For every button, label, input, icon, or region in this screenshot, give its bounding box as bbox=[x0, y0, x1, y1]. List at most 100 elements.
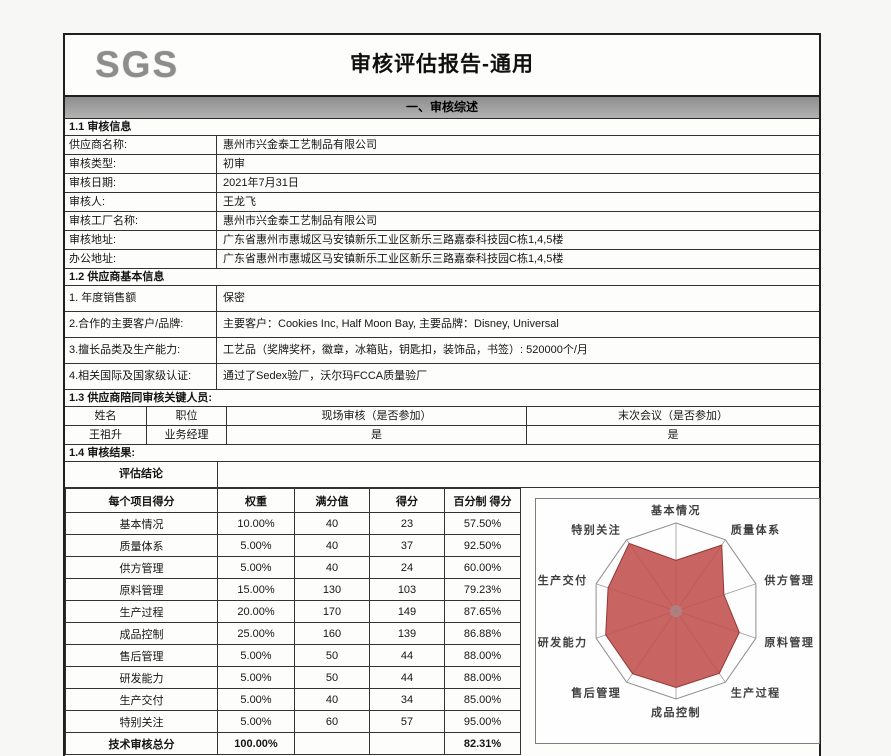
score-table: 每个项目得分 权重 满分值 得分 百分制 得分 基本情况 10.00% 40 23 57.50% 质… bbox=[65, 488, 521, 755]
heading-key-persons: 1.3 供应商陪同审核关键人员: bbox=[65, 390, 819, 407]
score-row-cell: 60 bbox=[294, 710, 370, 733]
supplier-info-row-value: 主要客户：Cookies Inc, Half Moon Bay, 主要品牌：Di… bbox=[223, 318, 559, 330]
score-row-cell: 88.00% bbox=[444, 644, 521, 667]
score-header-row-cell: 得分 bbox=[369, 488, 445, 513]
audit-info-row-value: 2021年7月31日 bbox=[223, 177, 299, 189]
radar-axis-label: 成品控制 bbox=[651, 705, 701, 719]
score-row-cell: 50 bbox=[294, 644, 370, 667]
key-persons-col-header: 现场审核（是否参加） bbox=[227, 407, 527, 425]
score-row-cell: 57 bbox=[369, 710, 445, 733]
score-row-cell: 103 bbox=[369, 578, 445, 601]
radar-axis-label: 供方管理 bbox=[763, 573, 814, 587]
score-row-cell: 5.00% bbox=[217, 556, 295, 579]
supplier-info-row-label: 3.擅长品类及生产能力: bbox=[65, 338, 217, 363]
score-row-cell: 95.00% bbox=[444, 710, 521, 733]
score-row: 特别关注 5.00% 60 57 95.00% bbox=[65, 710, 521, 733]
audit-info-row-label: 审核日期: bbox=[65, 174, 217, 192]
heading-audit-result: 1.4 审核结果: bbox=[65, 445, 819, 462]
audit-info-table: 供应商名称: 惠州市兴金泰工艺制品有限公司 审核类型: 初审 审核日期: 2021年7月3… bbox=[65, 136, 819, 269]
score-row: 成品控制 25.00% 160 139 86.88% bbox=[65, 622, 521, 645]
key-persons-cell: 王祖升 bbox=[65, 426, 147, 444]
supplier-info-table: 1. 年度销售额 保密 2.合作的主要客户/品牌: 主要客户：Cookies Inc,… bbox=[65, 286, 819, 390]
audit-info-row: 审核地址: 广东省惠州市惠城区马安镇新乐工业区新乐三路嘉泰科技园C栋1,4,5楼 bbox=[65, 231, 819, 250]
score-row-cell: 139 bbox=[369, 622, 445, 645]
score-row-cell: 供方管理 bbox=[65, 556, 218, 579]
key-persons-row: 王祖升 业务经理是是 bbox=[65, 426, 819, 445]
radar-axis-label: 基本情况 bbox=[650, 503, 701, 517]
score-row-cell: 44 bbox=[369, 644, 445, 667]
score-header-row-cell: 权重 bbox=[217, 488, 295, 513]
score-row-cell: 86.88% bbox=[444, 622, 521, 645]
score-row-cell: 85.00% bbox=[444, 688, 521, 711]
score-total-row-cell bbox=[294, 732, 370, 755]
score-total-row-cell: 技术审核总分 bbox=[65, 732, 218, 755]
score-row-cell: 160 bbox=[294, 622, 370, 645]
score-row-cell: 生产交付 bbox=[65, 688, 218, 711]
score-row-cell: 50 bbox=[294, 666, 370, 689]
audit-info-row-value: 惠州市兴金泰工艺制品有限公司 bbox=[223, 215, 377, 227]
audit-info-row-label: 供应商名称: bbox=[65, 136, 217, 154]
audit-info-row: 审核工厂名称: 惠州市兴金泰工艺制品有限公司 bbox=[65, 212, 819, 231]
score-header-row-cell: 百分制 得分 bbox=[444, 488, 521, 513]
audit-info-row-value: 惠州市兴金泰工艺制品有限公司 bbox=[223, 139, 377, 151]
score-row-cell: 10.00% bbox=[217, 512, 295, 535]
score-row: 质量体系 5.00% 40 37 92.50% bbox=[65, 534, 521, 557]
heading-audit-info: 1.1 审核信息 bbox=[65, 119, 819, 136]
radar-axis-label: 生产交付 bbox=[538, 573, 588, 587]
audit-info-row: 办公地址: 广东省惠州市惠城区马安镇新乐工业区新乐三路嘉泰科技园C栋1,4,5楼 bbox=[65, 250, 819, 269]
key-persons-col-header: 姓名 bbox=[65, 407, 147, 425]
radar-axis-label: 售后管理 bbox=[570, 686, 621, 700]
score-row-cell: 60.00% bbox=[444, 556, 521, 579]
audit-info-row-value: 广东省惠州市惠城区马安镇新乐工业区新乐三路嘉泰科技园C栋1,4,5楼 bbox=[223, 253, 564, 265]
sgs-logo: SGS bbox=[95, 44, 180, 85]
score-row-cell: 研发能力 bbox=[65, 666, 218, 689]
key-persons-col-header: 职位 bbox=[147, 407, 227, 425]
score-total-row: 技术审核总分 100.00% 82.31% bbox=[65, 732, 521, 755]
page-title: 审核评估报告-通用 bbox=[350, 53, 534, 76]
key-persons-header-row: 姓名 职位 现场审核（是否参加） 末次会议（是否参加） bbox=[65, 407, 819, 426]
score-row-cell: 79.23% bbox=[444, 578, 521, 601]
score-row-cell: 原料管理 bbox=[65, 578, 218, 601]
audit-info-row-value: 广东省惠州市惠城区马安镇新乐工业区新乐三路嘉泰科技园C栋1,4,5楼 bbox=[223, 234, 564, 246]
score-row-cell: 149 bbox=[369, 600, 445, 623]
supplier-info-row-label: 2.合作的主要客户/品牌: bbox=[65, 312, 217, 337]
audit-info-row: 审核人: 王龙飞 bbox=[65, 193, 819, 212]
score-row-cell: 40 bbox=[294, 688, 370, 711]
score-row-cell: 88.00% bbox=[444, 666, 521, 689]
key-persons-cell: 业务经理 bbox=[147, 426, 227, 444]
radar-axis-label: 研发能力 bbox=[538, 635, 588, 649]
supplier-info-row-label: 1. 年度销售额 bbox=[65, 286, 217, 311]
audit-info-row: 审核类型: 初审 bbox=[65, 155, 819, 174]
score-row-cell: 40 bbox=[294, 556, 370, 579]
audit-info-row-label: 审核人: bbox=[65, 193, 217, 211]
supplier-info-row-label: 4.相关国际及国家级认证: bbox=[65, 364, 217, 389]
score-row-cell: 34 bbox=[369, 688, 445, 711]
score-row-cell: 130 bbox=[294, 578, 370, 601]
score-header-row-cell: 满分值 bbox=[294, 488, 370, 513]
score-row-cell: 5.00% bbox=[217, 644, 295, 667]
radar-center-mark bbox=[670, 605, 682, 617]
score-row-cell: 基本情况 bbox=[65, 512, 218, 535]
supplier-info-row: 3.擅长品类及生产能力: 工艺品（奖牌奖杯，徽章，冰箱贴，钥匙扣，装饰品，书签）:… bbox=[65, 338, 819, 364]
radar-outer-ring bbox=[595, 522, 757, 700]
section-bar-audit-summary: 一、审核综述 bbox=[65, 97, 819, 119]
key-persons-col-header: 末次会议（是否参加） bbox=[618, 410, 728, 422]
audit-info-row-value: 初审 bbox=[223, 158, 245, 170]
key-persons-table: 姓名 职位 现场审核（是否参加） 末次会议（是否参加） 王祖升 业务经理是是 bbox=[65, 407, 819, 445]
score-row: 售后管理 5.00% 50 44 88.00% bbox=[65, 644, 521, 667]
score-row-cell: 生产过程 bbox=[65, 600, 218, 623]
report-page: SGS 审核评估报告-通用 一、审核综述 1.1 审核信息 供应商名称: 惠州市兴… bbox=[63, 33, 821, 756]
score-row-cell: 37 bbox=[369, 534, 445, 557]
score-header-row: 每个项目得分 权重 满分值 得分 百分制 得分 bbox=[65, 488, 521, 513]
score-row-cell: 5.00% bbox=[217, 534, 295, 557]
score-row-cell: 23 bbox=[369, 512, 445, 535]
score-row: 供方管理 5.00% 40 24 60.00% bbox=[65, 556, 521, 579]
score-row: 原料管理 15.00% 130 103 79.23% bbox=[65, 578, 521, 601]
conclusion-value bbox=[218, 462, 819, 487]
score-row-cell: 44 bbox=[369, 666, 445, 689]
score-row-cell: 5.00% bbox=[217, 710, 295, 733]
score-row-cell: 质量体系 bbox=[65, 534, 218, 557]
key-persons-cell: 是 bbox=[227, 426, 527, 444]
audit-info-row-label: 审核工厂名称: bbox=[65, 212, 217, 230]
